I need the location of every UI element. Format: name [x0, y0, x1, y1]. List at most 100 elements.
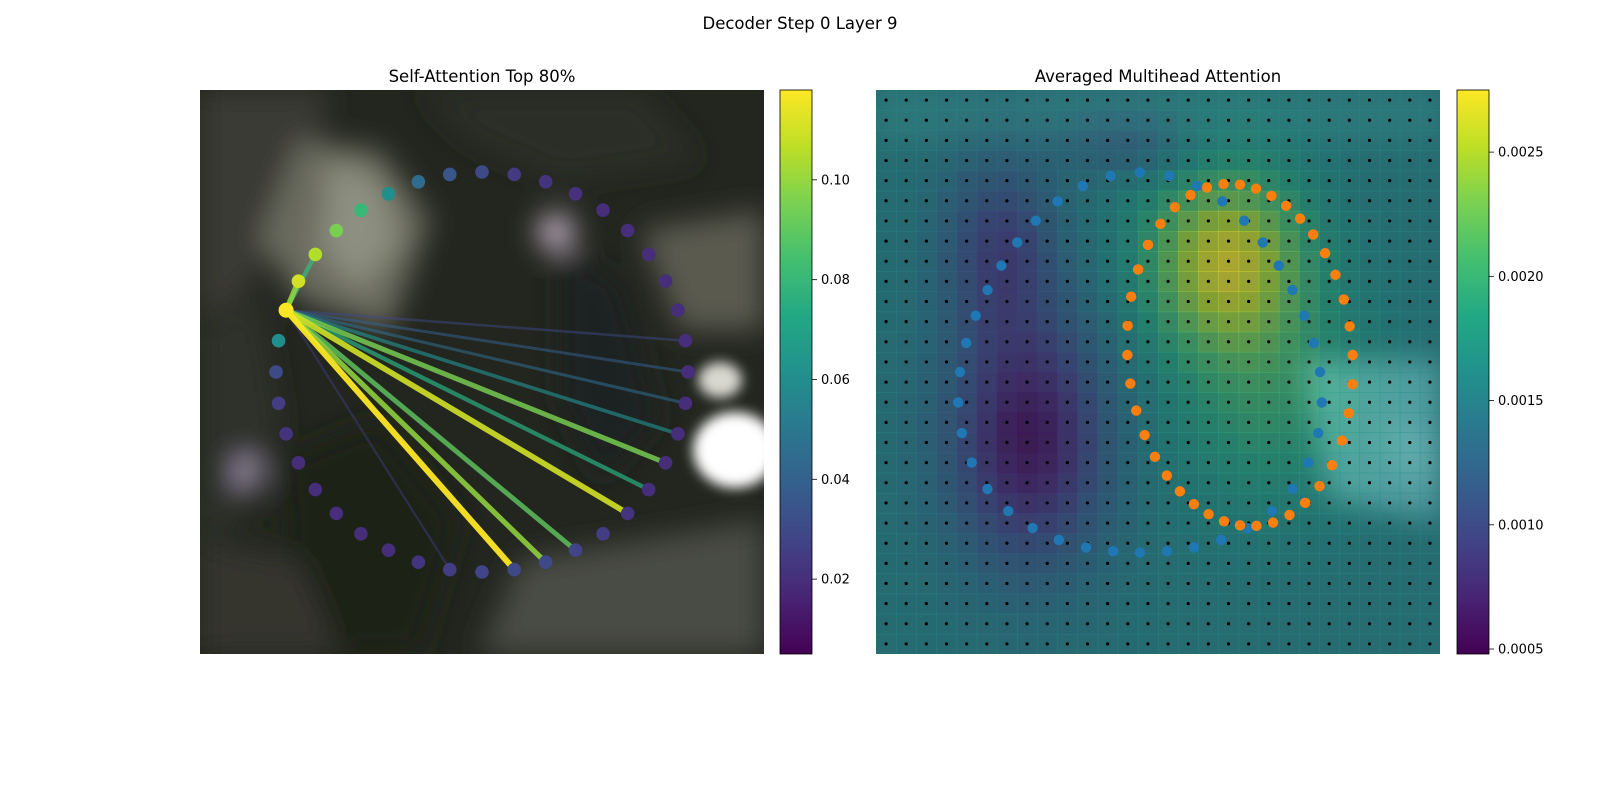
token-point [641, 247, 656, 262]
grid-dot [1065, 541, 1069, 545]
orange-point [1142, 239, 1154, 251]
grid-dot [884, 622, 888, 626]
grid-dot [1287, 461, 1291, 465]
grid-dot [1267, 501, 1271, 505]
grid-dot [1388, 420, 1392, 424]
orange-point [1267, 517, 1279, 528]
grid-dot [1106, 98, 1110, 102]
grid-dot [1065, 521, 1069, 525]
grid-dot [1005, 158, 1009, 163]
grid-dot [884, 320, 888, 324]
grid-dot [1226, 299, 1231, 304]
grid-dot [944, 521, 949, 525]
blue-point [1192, 180, 1203, 192]
grid-dot [1206, 279, 1210, 283]
grid-dot [1408, 481, 1412, 485]
grid-dot [985, 320, 989, 324]
blue-point [1314, 366, 1326, 378]
grid-dot [1367, 581, 1372, 586]
grid-dot [1106, 420, 1110, 424]
grid-dot [1065, 440, 1069, 445]
grid-dot [1186, 541, 1190, 545]
grid-dot [1206, 179, 1210, 183]
grid-dot [884, 501, 888, 505]
grid-dot [1166, 440, 1170, 445]
grid-dot [1267, 179, 1271, 183]
grid-dot [1126, 158, 1130, 163]
grid-dot [1065, 602, 1069, 606]
blue-point [1030, 215, 1042, 226]
orange-point [1338, 294, 1349, 305]
grid-dot [1186, 561, 1190, 565]
grid-dot [884, 199, 888, 203]
orange-point [1139, 429, 1150, 441]
grid-dot [1085, 501, 1090, 505]
grid-dot [1347, 481, 1351, 485]
grid-dot [1206, 541, 1210, 545]
grid-dot [1347, 461, 1351, 465]
grid-dot [1166, 219, 1170, 223]
grid-dot [924, 642, 928, 646]
grid-dot [1005, 481, 1009, 485]
attention-line [283, 307, 669, 466]
grid-dot [1367, 179, 1372, 183]
grid-dot [1166, 138, 1170, 142]
grid-dot [1106, 622, 1110, 626]
token-point [381, 543, 396, 558]
blue-point [1217, 196, 1228, 207]
grid-dot [985, 219, 989, 223]
grid-dot [1186, 138, 1190, 142]
grid-dot [1247, 380, 1251, 384]
grid-dot [1367, 440, 1372, 445]
grid-dot [1327, 138, 1331, 142]
grid-dot [1307, 279, 1311, 283]
grid-dot [884, 299, 888, 304]
grid-dot [965, 320, 969, 324]
grid-dot [1408, 521, 1412, 525]
grid-dot [1267, 320, 1271, 324]
grid-dot [1005, 420, 1009, 424]
grid-dot [1367, 118, 1372, 122]
grid-dot [1126, 581, 1130, 586]
grid-dot [985, 602, 989, 606]
grid-dot [985, 501, 989, 505]
blue-point [1188, 542, 1200, 553]
grid-dot [1367, 98, 1372, 102]
token-point [442, 562, 457, 577]
grid-dot [1126, 179, 1130, 183]
grid-dot [1025, 602, 1029, 606]
grid-dot [1408, 622, 1412, 626]
grid-dot [1226, 461, 1231, 465]
grid-dot [1065, 581, 1069, 586]
grid-dot [1045, 118, 1049, 122]
grid-dot [1045, 320, 1049, 324]
grid-dot [924, 259, 928, 263]
grid-dot [1045, 98, 1049, 102]
grid-dot [1126, 461, 1130, 465]
colorbar-tick-label: 0.10 [821, 173, 850, 188]
grid-dot [985, 440, 989, 445]
grid-dot [1106, 440, 1110, 445]
grid-dot [1045, 521, 1049, 525]
grid-dot [1005, 340, 1009, 344]
grid-dot [1126, 199, 1130, 203]
grid-dot [1247, 320, 1251, 324]
grid-dot [1106, 561, 1110, 565]
grid-dot [1085, 440, 1090, 445]
grid-dot [1025, 279, 1029, 283]
grid-dot [1347, 622, 1351, 626]
grid-dot [1085, 561, 1090, 565]
token-point [568, 186, 583, 201]
grid-dot [944, 461, 949, 465]
grid-dot [1045, 561, 1049, 565]
grid-dot [1428, 602, 1432, 606]
token-point [671, 303, 685, 317]
grid-dot [1287, 380, 1291, 384]
grid-dot [1267, 340, 1271, 344]
token-point [279, 427, 293, 441]
grid-dot [1206, 239, 1210, 243]
grid-dot [1388, 98, 1392, 102]
grid-dot [965, 501, 969, 505]
grid-dot [924, 561, 928, 565]
grid-dot [1005, 118, 1009, 122]
